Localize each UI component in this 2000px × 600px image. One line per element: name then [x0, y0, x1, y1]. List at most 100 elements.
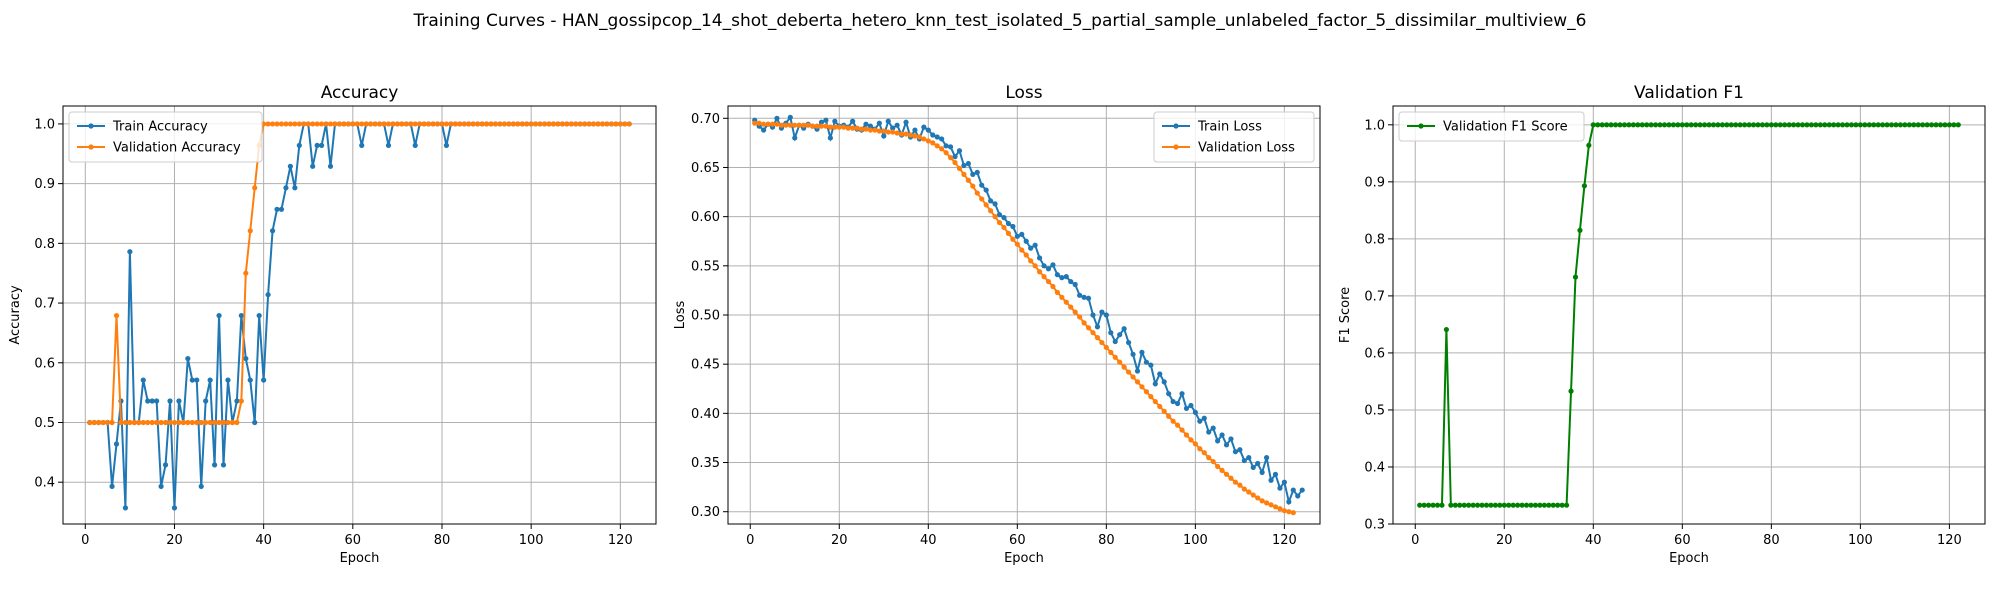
y-tick-label: 0.9: [34, 177, 55, 192]
data-point: [979, 182, 985, 188]
data-point: [872, 127, 878, 133]
data-point: [154, 419, 160, 426]
data-point: [965, 160, 971, 167]
data-point: [1152, 398, 1158, 405]
legend-label: Validation Accuracy: [113, 141, 241, 156]
legend-label: Train Accuracy: [112, 120, 208, 135]
data-point: [261, 377, 267, 383]
data-point: [1915, 122, 1921, 128]
y-tick-label: 0.8: [34, 237, 55, 252]
x-tick-label: 120: [1937, 533, 1962, 548]
data-point: [1134, 368, 1141, 374]
data-point: [1470, 502, 1476, 508]
x-axis-label: Epoch: [1004, 551, 1044, 566]
data-point: [1777, 122, 1783, 128]
data-point: [890, 129, 896, 135]
x-tick-label: 80: [1098, 533, 1115, 548]
data-point: [1090, 330, 1096, 336]
data-point: [234, 419, 240, 426]
data-point: [836, 124, 842, 130]
data-point: [1032, 263, 1038, 269]
data-point: [457, 121, 463, 127]
data-point: [1148, 362, 1154, 368]
data-point: [533, 121, 539, 127]
data-point: [252, 419, 258, 426]
data-point: [461, 121, 467, 127]
data-point: [916, 134, 922, 140]
data-point: [1237, 482, 1243, 488]
data-point: [1679, 122, 1685, 128]
data-point: [1439, 502, 1445, 508]
data-point: [858, 126, 865, 132]
data-point: [158, 483, 164, 489]
data-point: [448, 121, 454, 127]
data-point: [1272, 471, 1279, 477]
data-point: [1742, 122, 1748, 128]
data-point: [385, 142, 392, 149]
data-point: [1223, 471, 1230, 477]
y-tick-label: 1.0: [1364, 118, 1385, 133]
data-point: [983, 202, 989, 208]
data-point: [1010, 223, 1016, 230]
data-point: [1121, 326, 1127, 332]
data-point: [912, 133, 918, 139]
subplot-title: Loss: [1005, 83, 1042, 103]
subplot-title: Accuracy: [321, 83, 399, 103]
data-point: [1272, 504, 1279, 510]
legend-label: Train Loss: [1197, 120, 1262, 135]
data-point: [1804, 122, 1810, 128]
data-point: [1577, 227, 1583, 233]
data-point: [131, 419, 137, 426]
data-point: [1250, 464, 1256, 471]
data-point: [974, 190, 980, 196]
subplot-3: 0 20 40 60 80 100 120 0.3 0.4 0.5 0.6 0.7 0.8 0.9 1.0 V…: [1338, 83, 1986, 566]
y-axis-label: Loss: [673, 301, 688, 330]
data-point: [421, 121, 427, 127]
data-point: [1170, 418, 1176, 424]
data-point: [626, 121, 632, 127]
y-tick-label: 0.8: [1364, 232, 1385, 247]
data-point: [1139, 384, 1145, 390]
data-point: [1192, 441, 1198, 447]
data-point: [1170, 398, 1176, 405]
data-point: [524, 121, 530, 127]
data-point: [497, 121, 503, 127]
data-point: [198, 483, 204, 489]
data-point: [470, 121, 476, 127]
data-point: [1299, 487, 1305, 493]
data-point: [1839, 122, 1846, 128]
data-point: [1902, 122, 1908, 128]
data-point: [1928, 122, 1935, 128]
data-point: [559, 121, 565, 127]
data-point: [238, 398, 244, 404]
data-point: [506, 121, 512, 127]
data-point: [1826, 122, 1832, 128]
data-point: [604, 121, 610, 127]
data-point: [867, 123, 874, 129]
data-point: [787, 114, 793, 120]
data-point: [87, 419, 93, 426]
data-point: [996, 212, 1003, 218]
data-point: [996, 219, 1003, 226]
data-point: [510, 121, 516, 127]
data-point: [1108, 330, 1114, 336]
data-point: [1866, 122, 1872, 128]
data-point: [832, 124, 838, 130]
data-point: [176, 398, 182, 404]
data-point: [376, 121, 383, 127]
data-point: [1201, 415, 1207, 421]
x-tick-label: 120: [1272, 533, 1297, 548]
data-point: [925, 127, 931, 133]
data-point: [783, 122, 789, 128]
data-point: [1028, 245, 1034, 251]
data-point: [145, 398, 151, 404]
data-point: [359, 121, 365, 127]
data-point: [394, 121, 400, 127]
data-point: [1808, 122, 1815, 128]
data-point: [234, 398, 240, 404]
data-point: [434, 121, 441, 127]
data-point: [1528, 502, 1534, 508]
data-point: [127, 249, 133, 255]
data-point: [867, 127, 874, 133]
